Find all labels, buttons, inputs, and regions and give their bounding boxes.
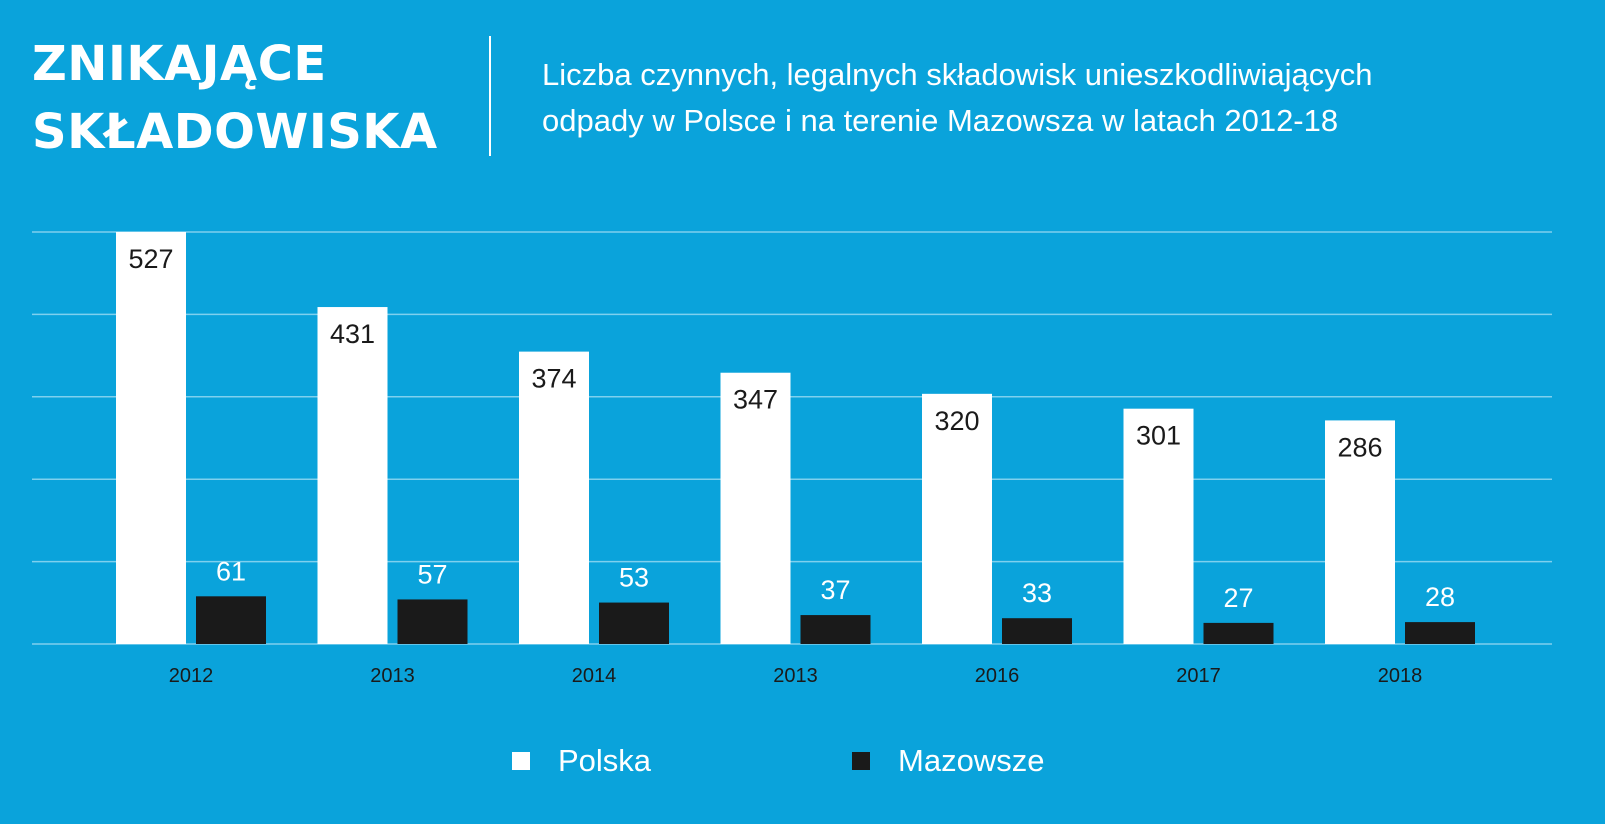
legend-item-mazowsze: Mazowsze: [852, 738, 1044, 784]
bar-polska: [116, 232, 186, 644]
legend-item-polska: Polska: [512, 738, 651, 784]
data-label-polska: 301: [1136, 421, 1181, 451]
header-divider: [489, 36, 491, 156]
bar-mazowsze: [397, 599, 468, 644]
bar-polska: [317, 307, 388, 644]
chart-subtitle: Liczba czynnych, legalnych składowisk un…: [542, 52, 1373, 144]
data-label-mazowsze: 37: [820, 575, 850, 605]
data-label-polska: 431: [330, 319, 375, 349]
bar-mazowsze: [1002, 618, 1072, 644]
data-label-mazowsze: 57: [417, 559, 447, 589]
chart-subtitle-line-2: odpady w Polsce i na terenie Mazowsza w …: [542, 103, 1339, 138]
x-tick-label: 2014: [572, 665, 617, 687]
data-label-mazowsze: 61: [216, 556, 246, 586]
x-tick-label: 2012: [169, 665, 214, 687]
data-label-polska: 320: [934, 406, 979, 436]
x-tick-label: 2013: [370, 665, 415, 687]
bar-mazowsze: [599, 602, 669, 644]
bar-mazowsze: [800, 615, 871, 644]
bar-polska: [922, 393, 992, 644]
chart-title: ZNIKAJĄCE SKŁADOWISKA: [32, 30, 438, 166]
bar-polska: [1325, 420, 1395, 644]
chart-title-line-2: SKŁADOWISKA: [32, 104, 438, 160]
legend-swatch-mazowsze: [852, 752, 870, 770]
bar-mazowsze: [1203, 622, 1274, 644]
data-label-polska: 374: [531, 364, 576, 394]
x-tick-label: 2018: [1378, 665, 1423, 687]
legend-label-polska: Polska: [558, 743, 652, 778]
x-tick-label: 2017: [1176, 665, 1221, 687]
chart-subtitle-line-1: Liczba czynnych, legalnych składowisk un…: [542, 57, 1373, 92]
data-label-polska: 347: [733, 385, 778, 415]
bar-polska: [1123, 408, 1194, 644]
chart-title-line-1: ZNIKAJĄCE: [32, 36, 327, 92]
data-label-polska: 527: [128, 244, 173, 274]
data-label-mazowsze: 53: [619, 563, 649, 593]
bar-mazowsze: [196, 596, 266, 644]
data-label-mazowsze: 28: [1425, 582, 1455, 612]
bar-polska: [720, 372, 791, 644]
legend-swatch-polska: [512, 752, 530, 770]
x-tick-label: 2013: [773, 665, 818, 687]
bar-mazowsze: [1405, 622, 1475, 644]
x-tick-label: 2016: [975, 665, 1020, 687]
data-label-polska: 286: [1337, 432, 1382, 462]
bar-polska: [519, 351, 589, 644]
legend-label-mazowsze: Mazowsze: [898, 743, 1045, 778]
data-label-mazowsze: 27: [1223, 583, 1253, 613]
data-label-mazowsze: 33: [1022, 578, 1052, 608]
